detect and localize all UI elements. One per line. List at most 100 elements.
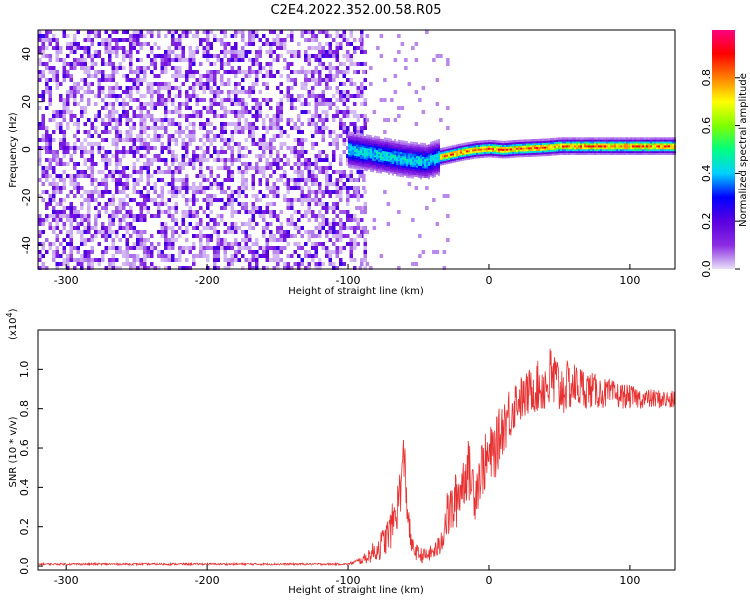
heatmap-cell [178,66,182,70]
heatmap-cell [353,226,357,230]
heatmap-cell [314,94,318,98]
heatmap-cell [350,164,352,167]
heatmap-cell [174,190,178,194]
heatmap-cell [157,34,161,38]
heatmap-cell [209,154,213,158]
heatmap-cell [490,147,492,150]
heatmap-cell [276,114,280,118]
heatmap-cell [38,38,42,42]
heatmap-cell [578,146,580,150]
heatmap-cell [636,145,638,148]
heatmap-cell [80,194,84,198]
heatmap-cell [556,145,558,148]
heatmap-cell [576,148,578,152]
heatmap-cell [241,46,245,50]
heatmap-cell [400,170,402,174]
heatmap-cell [362,143,364,146]
heatmap-cell [452,156,454,160]
heatmap-cell [378,153,380,156]
heatmap-cell [62,182,66,186]
heatmap-cell [482,146,484,149]
heatmap-cell [192,58,196,62]
heatmap-cell [578,141,580,144]
heatmap-cell [374,160,376,163]
heatmap-cell [435,222,440,226]
heatmap-cell [76,182,80,186]
heatmap-cell [311,182,315,186]
heatmap-cell [87,238,91,242]
heatmap-cell [111,46,115,50]
heatmap-cell [62,246,66,250]
heatmap-cell [353,242,357,246]
heatmap-cell [416,144,418,147]
heatmap-cell [297,142,301,146]
heatmap-cell [572,150,574,154]
heatmap-cell [321,46,325,50]
heatmap-cell [227,94,231,98]
heatmap-cell [502,142,504,146]
heatmap-cell [262,146,266,150]
heatmap-cell [464,148,466,151]
heatmap-cell [356,118,360,122]
heatmap-cell [650,137,652,140]
heatmap-cell [227,50,231,54]
heatmap-cell [52,66,56,70]
heatmap-cell [486,145,488,149]
heatmap-cell [223,62,227,66]
heatmap-cell [363,206,367,210]
heatmap-cell [339,46,343,50]
heatmap-cell [164,146,168,150]
heatmap-cell [362,166,364,169]
heatmap-cell [167,190,171,194]
heatmap-cell [66,106,70,110]
heatmap-cell [536,152,538,155]
heatmap-cell [223,46,227,50]
heatmap-cell [167,30,171,34]
heatmap-cell [73,102,77,106]
heatmap-cell [436,168,438,171]
heatmap-cell [206,194,210,198]
heatmap-cell [406,156,408,159]
heatmap-cell [342,186,346,190]
heatmap-cell [220,102,224,106]
heatmap-cell [94,258,98,262]
heatmap-cell [171,206,175,210]
heatmap-cell [518,141,520,144]
heatmap-cell [202,74,206,78]
heatmap-cell [490,151,492,154]
heatmap-cell [90,226,94,230]
heatmap-cell [304,210,308,214]
heatmap-cell [335,246,339,250]
heatmap-cell [213,98,217,102]
heatmap-cell [185,134,189,138]
heatmap-cell [174,54,178,58]
heatmap-cell [307,174,311,178]
heatmap-cell [286,146,290,150]
heatmap-cell [178,110,182,114]
heatmap-cell [412,162,414,166]
heatmap-cell [45,206,49,210]
heatmap-cell [502,150,504,153]
heatmap-cell [276,106,280,110]
heatmap-cell [436,151,438,154]
heatmap-cell [444,160,446,163]
heatmap-cell [136,98,140,102]
heatmap-cell [414,159,416,162]
heatmap-cell [195,254,199,258]
heatmap-cell [167,254,171,258]
heatmap-cell [432,150,434,153]
heatmap-cell [255,78,259,82]
heatmap-cell [73,146,77,150]
heatmap-cell [248,74,252,78]
heatmap-cell [646,148,648,152]
heatmap-cell [374,164,376,167]
heatmap-cell [192,54,196,58]
heatmap-cell [408,152,410,156]
heatmap-cell [241,174,245,178]
heatmap-cell [48,86,52,90]
heatmap-cell [276,218,280,222]
heatmap-cell [434,159,436,162]
heatmap-cell [220,50,224,54]
heatmap-cell [118,246,122,250]
heatmap-cell [636,143,638,146]
